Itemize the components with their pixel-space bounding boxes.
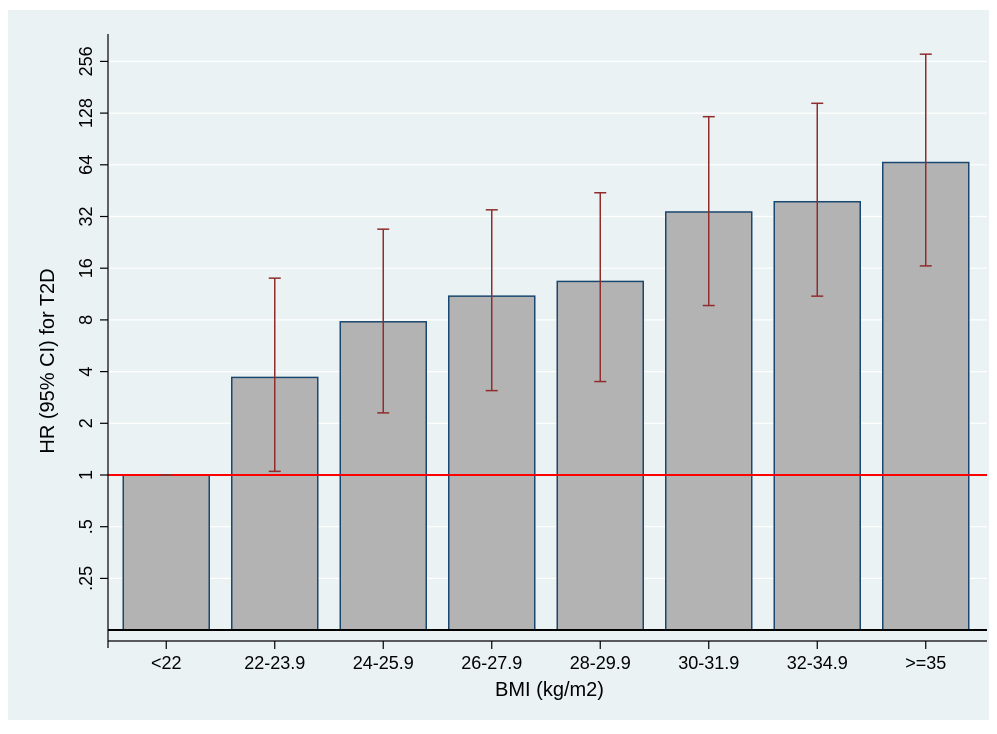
error-bar bbox=[377, 228, 390, 414]
x-tick-label: 30-31.9 bbox=[678, 653, 739, 673]
y-tick-label: 128 bbox=[76, 98, 96, 128]
x-tick-label: 24-25.9 bbox=[353, 653, 414, 673]
y-tick-label: 1 bbox=[76, 470, 96, 480]
axes bbox=[107, 34, 987, 648]
bar bbox=[122, 474, 210, 631]
error-bar bbox=[594, 191, 607, 383]
x-tick-label: 32-34.9 bbox=[787, 653, 848, 673]
y-ticks: .25 .5 1 2 4 8 16 32 64 128 256 bbox=[76, 46, 108, 591]
x-tick-label: 28-29.9 bbox=[570, 653, 631, 673]
error-bars bbox=[160, 53, 932, 476]
x-tick-label: <22 bbox=[151, 653, 182, 673]
bar-chart: .25 .5 1 2 4 8 16 32 64 128 256 <22 22-23.9 24-25.9 2… bbox=[37, 34, 987, 701]
y-tick-label: .5 bbox=[76, 519, 96, 534]
y-tick-label: 2 bbox=[76, 418, 96, 428]
bars bbox=[122, 161, 970, 631]
y-tick-label: 32 bbox=[76, 206, 96, 226]
error-bar bbox=[811, 102, 824, 297]
y-tick-label: 256 bbox=[76, 46, 96, 76]
y-tick-label: 4 bbox=[76, 367, 96, 377]
chart-frame: .25 .5 1 2 4 8 16 32 64 128 256 <22 22-23.9 24-25.9 2… bbox=[8, 10, 989, 720]
y-tick-label: 8 bbox=[76, 315, 96, 325]
x-ticks: <22 22-23.9 24-25.9 26-27.9 28-29.9 30-31.9 32… bbox=[151, 641, 946, 673]
error-bar bbox=[485, 209, 498, 392]
x-axis-title: BMI (kg/m2) bbox=[495, 679, 604, 701]
y-tick-label: 64 bbox=[76, 155, 96, 175]
error-bar bbox=[702, 115, 715, 307]
y-axis-title: HR (95% CI) for T2D bbox=[37, 268, 59, 453]
y-tick-label: .25 bbox=[76, 566, 96, 591]
error-bar bbox=[919, 53, 932, 267]
x-tick-label: 22-23.9 bbox=[244, 653, 305, 673]
x-tick-label: >=35 bbox=[905, 653, 946, 673]
error-bar bbox=[268, 277, 281, 473]
y-tick-label: 16 bbox=[76, 258, 96, 278]
x-tick-label: 26-27.9 bbox=[461, 653, 522, 673]
